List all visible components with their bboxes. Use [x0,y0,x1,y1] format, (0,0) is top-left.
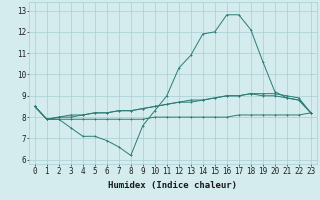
X-axis label: Humidex (Indice chaleur): Humidex (Indice chaleur) [108,181,237,190]
